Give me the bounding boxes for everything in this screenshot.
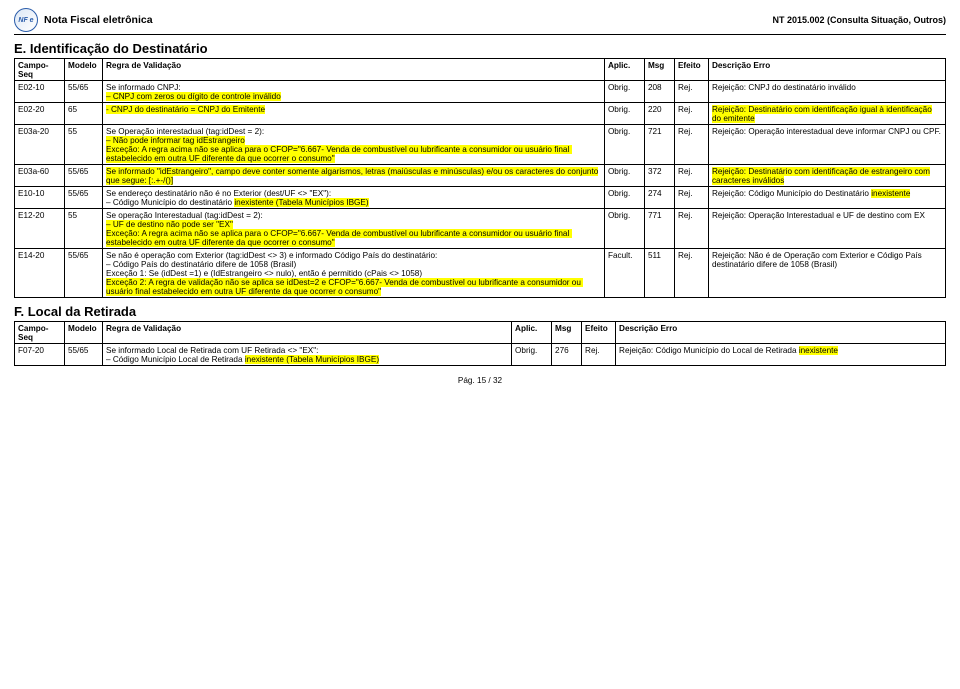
cell-campo: E02-20: [15, 103, 65, 125]
cell-msg: 721: [644, 125, 674, 165]
cell-modelo: 55/65: [65, 165, 103, 187]
cell-modelo: 55/65: [65, 344, 103, 366]
col-aplic: Aplic.: [604, 59, 644, 81]
section-f-title: F. Local da Retirada: [14, 304, 946, 319]
section-e-table: Campo-Seq Modelo Regra de Validação Apli…: [14, 58, 946, 298]
section-f-table: Campo-Seq Modelo Regra de Validação Apli…: [14, 321, 946, 366]
cell-aplic: Obrig.: [604, 103, 644, 125]
cell-msg: 771: [644, 209, 674, 249]
table-row: E02-2065- CNPJ do destinatário = CNPJ do…: [15, 103, 946, 125]
cell-descr: Rejeição: CNPJ do destinatário inválido: [708, 81, 945, 103]
col-modelo: Modelo: [65, 322, 103, 344]
col-descr: Descrição Erro: [708, 59, 945, 81]
col-regra: Regra de Validação: [103, 59, 605, 81]
cell-aplic: Obrig.: [604, 81, 644, 103]
cell-aplic: Obrig.: [604, 165, 644, 187]
cell-campo: E10-10: [15, 187, 65, 209]
cell-aplic: Obrig.: [604, 209, 644, 249]
table-row: E02-1055/65Se informado CNPJ:– CNPJ com …: [15, 81, 946, 103]
col-aplic: Aplic.: [512, 322, 552, 344]
cell-aplic: Obrig.: [604, 187, 644, 209]
cell-msg: 208: [644, 81, 674, 103]
cell-campo: E03a-20: [15, 125, 65, 165]
cell-regra: Se operação Interestadual (tag:idDest = …: [103, 209, 605, 249]
cell-msg: 372: [644, 165, 674, 187]
cell-efeito: Rej.: [674, 125, 708, 165]
table-row: F07-2055/65Se informado Local de Retirad…: [15, 344, 946, 366]
doc-code: NT 2015.002 (Consulta Situação, Outros): [772, 15, 946, 25]
cell-campo: E02-10: [15, 81, 65, 103]
cell-modelo: 55/65: [65, 187, 103, 209]
col-msg: Msg: [644, 59, 674, 81]
cell-regra: Se endereço destinatário não é no Exteri…: [103, 187, 605, 209]
cell-efeito: Rej.: [674, 209, 708, 249]
cell-modelo: 55/65: [65, 249, 103, 298]
cell-campo: E03a-60: [15, 165, 65, 187]
cell-modelo: 55/65: [65, 81, 103, 103]
cell-descr: Rejeição: Não é de Operação com Exterior…: [708, 249, 945, 298]
table-header-row: Campo-Seq Modelo Regra de Validação Apli…: [15, 59, 946, 81]
cell-descr: Rejeição: Destinatário com identificação…: [708, 165, 945, 187]
cell-msg: 220: [644, 103, 674, 125]
section-e-title: E. Identificação do Destinatário: [14, 41, 946, 56]
cell-msg: 274: [644, 187, 674, 209]
table-row: E12-2055Se operação Interestadual (tag:i…: [15, 209, 946, 249]
cell-efeito: Rej.: [582, 344, 616, 366]
table-row: E14-2055/65Se não é operação com Exterio…: [15, 249, 946, 298]
cell-modelo: 65: [65, 103, 103, 125]
cell-descr: Rejeição: Código Município do Destinatár…: [708, 187, 945, 209]
page-header: NF e Nota Fiscal eletrônica NT 2015.002 …: [14, 8, 946, 35]
cell-descr: Rejeição: Operação Interestadual e UF de…: [708, 209, 945, 249]
table-header-row: Campo-Seq Modelo Regra de Validação Apli…: [15, 322, 946, 344]
col-modelo: Modelo: [65, 59, 103, 81]
cell-aplic: Obrig.: [604, 125, 644, 165]
table-row: E10-1055/65Se endereço destinatário não …: [15, 187, 946, 209]
cell-campo: E12-20: [15, 209, 65, 249]
cell-campo: F07-20: [15, 344, 65, 366]
cell-efeito: Rej.: [674, 249, 708, 298]
cell-efeito: Rej.: [674, 81, 708, 103]
cell-efeito: Rej.: [674, 103, 708, 125]
nfe-logo-icon: NF e: [14, 8, 38, 32]
doc-title: Nota Fiscal eletrônica: [44, 14, 153, 26]
header-left: NF e Nota Fiscal eletrônica: [14, 8, 153, 32]
col-regra: Regra de Validação: [103, 322, 512, 344]
cell-regra: - CNPJ do destinatário = CNPJ do Emitent…: [103, 103, 605, 125]
col-campo: Campo-Seq: [15, 59, 65, 81]
cell-descr: Rejeição: Código Município do Local de R…: [616, 344, 946, 366]
cell-regra: Se informado Local de Retirada com UF Re…: [103, 344, 512, 366]
page-footer: Pág. 15 / 32: [14, 376, 946, 385]
cell-regra: Se Operação interestadual (tag:idDest = …: [103, 125, 605, 165]
table-row: E03a-2055Se Operação interestadual (tag:…: [15, 125, 946, 165]
cell-efeito: Rej.: [674, 187, 708, 209]
cell-msg: 276: [552, 344, 582, 366]
cell-modelo: 55: [65, 209, 103, 249]
cell-aplic: Obrig.: [512, 344, 552, 366]
cell-msg: 511: [644, 249, 674, 298]
cell-campo: E14-20: [15, 249, 65, 298]
cell-aplic: Facult.: [604, 249, 644, 298]
cell-modelo: 55: [65, 125, 103, 165]
cell-regra: Se informado "idEstrangeiro", campo deve…: [103, 165, 605, 187]
cell-descr: Rejeição: Destinatário com identificação…: [708, 103, 945, 125]
table-row: E03a-6055/65Se informado "idEstrangeiro"…: [15, 165, 946, 187]
cell-efeito: Rej.: [674, 165, 708, 187]
cell-descr: Rejeição: Operação interestadual deve in…: [708, 125, 945, 165]
col-efeito: Efeito: [582, 322, 616, 344]
cell-regra: Se não é operação com Exterior (tag:idDe…: [103, 249, 605, 298]
col-msg: Msg: [552, 322, 582, 344]
col-efeito: Efeito: [674, 59, 708, 81]
cell-regra: Se informado CNPJ:– CNPJ com zeros ou dí…: [103, 81, 605, 103]
col-descr: Descrição Erro: [616, 322, 946, 344]
col-campo: Campo-Seq: [15, 322, 65, 344]
